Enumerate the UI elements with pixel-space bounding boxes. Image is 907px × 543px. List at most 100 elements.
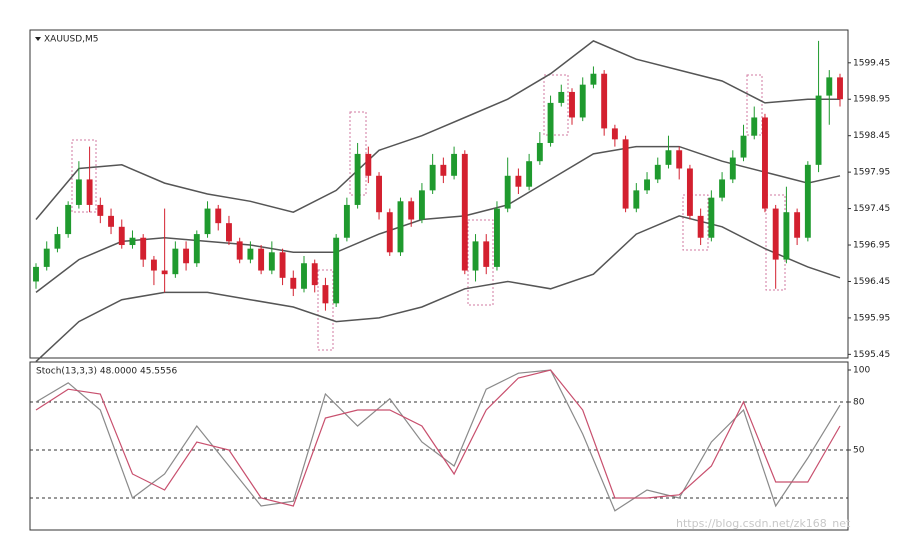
candle-body <box>526 161 533 187</box>
price-panel <box>29 29 849 359</box>
candle-body <box>579 84 586 118</box>
highlight-box <box>349 111 367 196</box>
candle-body <box>515 175 522 187</box>
y-tick-label: 1598.45 <box>853 131 890 141</box>
candle-body <box>815 95 822 165</box>
candle-body <box>783 212 790 260</box>
candle-body <box>494 208 500 267</box>
candle-body <box>161 270 168 275</box>
candle-body <box>97 204 104 216</box>
candle-body <box>794 212 801 238</box>
candle-body <box>451 153 458 176</box>
candle-body <box>365 153 372 176</box>
candle-body <box>215 208 222 224</box>
candle-body <box>376 175 382 213</box>
candle-body <box>633 190 640 209</box>
candle-body <box>686 168 693 216</box>
candle-body <box>258 248 265 271</box>
stoch-panel <box>29 361 849 531</box>
candle-body <box>601 73 608 129</box>
indicator-title: Stoch(13,3,3) 48.0000 45.5556 <box>36 367 177 377</box>
candle-body <box>75 179 82 205</box>
highlight-box <box>765 194 786 291</box>
candle-body <box>311 263 318 286</box>
candle-body <box>654 164 661 180</box>
candle-body <box>536 142 543 162</box>
candle-body <box>418 190 425 220</box>
candle-body <box>65 204 72 235</box>
candle-body <box>461 153 468 271</box>
y-tick-label: 50 <box>853 446 865 456</box>
candle-body <box>290 277 297 289</box>
candle-body <box>429 164 436 191</box>
candle-body <box>226 223 232 242</box>
candle-body <box>172 248 179 275</box>
candle-body <box>86 179 93 205</box>
candle-body <box>472 241 479 271</box>
candle-body <box>772 208 779 260</box>
candle-body <box>343 204 350 238</box>
menu-arrow <box>35 37 41 41</box>
y-tick-label: 1599.45 <box>853 58 890 68</box>
candle-body <box>386 212 393 253</box>
watermark: https://blog.csdn.net/zk168_net <box>676 517 851 530</box>
candle-body <box>183 248 190 264</box>
candle-body <box>697 215 704 238</box>
candle-body <box>118 226 125 246</box>
candle-body <box>301 263 307 289</box>
candle-body <box>590 73 597 85</box>
candle-body <box>54 234 61 249</box>
candle-body <box>676 150 683 169</box>
y-tick-label: 1597.95 <box>853 168 890 178</box>
candle-body <box>354 153 361 205</box>
candle-body <box>804 164 811 238</box>
candle-body <box>236 241 243 260</box>
highlight-box <box>467 219 494 306</box>
candle-body <box>33 266 39 282</box>
y-tick-label: 1596.45 <box>853 277 890 287</box>
y-tick-label: 1598.95 <box>853 95 890 105</box>
candle-body <box>279 252 286 278</box>
y-tick-label: 80 <box>853 398 865 408</box>
y-tick-label: 100 <box>853 366 870 376</box>
y-tick-label: 1595.45 <box>853 350 890 360</box>
stoch-line <box>35 369 841 507</box>
highlight-box <box>746 74 763 136</box>
candle-body <box>333 237 340 304</box>
candle-body <box>193 234 200 264</box>
band-middle <box>35 145 841 293</box>
candle-body <box>322 285 329 304</box>
candle-body <box>204 208 211 235</box>
candle-body <box>762 117 768 209</box>
band-upper <box>35 40 840 220</box>
candle-body <box>740 135 747 158</box>
candle-body <box>708 197 715 238</box>
candle-body <box>440 164 447 176</box>
candle-body <box>397 201 404 253</box>
candle-body <box>408 201 415 220</box>
candle-body <box>837 77 843 100</box>
highlight-box <box>317 269 334 351</box>
candle-body <box>150 259 157 271</box>
candle-body <box>483 241 490 267</box>
candle-body <box>751 117 758 136</box>
candle-body <box>719 179 726 198</box>
y-tick-label: 1597.45 <box>853 204 890 214</box>
candle-body <box>108 215 114 227</box>
highlight-box <box>543 74 569 136</box>
candle-body <box>622 139 629 209</box>
candle-body <box>611 128 618 140</box>
y-tick-label: 1596.95 <box>853 241 890 251</box>
candle-body <box>247 248 254 260</box>
candle-body <box>569 91 575 118</box>
candle-body <box>504 175 511 209</box>
candle-body <box>644 179 650 191</box>
candle-body <box>268 252 275 271</box>
candle-body <box>558 91 565 103</box>
chart-title: XAUUSD,M5 <box>44 35 99 45</box>
candle-body <box>547 102 554 143</box>
candle-body <box>729 157 736 180</box>
stoch-line <box>35 369 841 512</box>
candle-body <box>129 237 136 246</box>
